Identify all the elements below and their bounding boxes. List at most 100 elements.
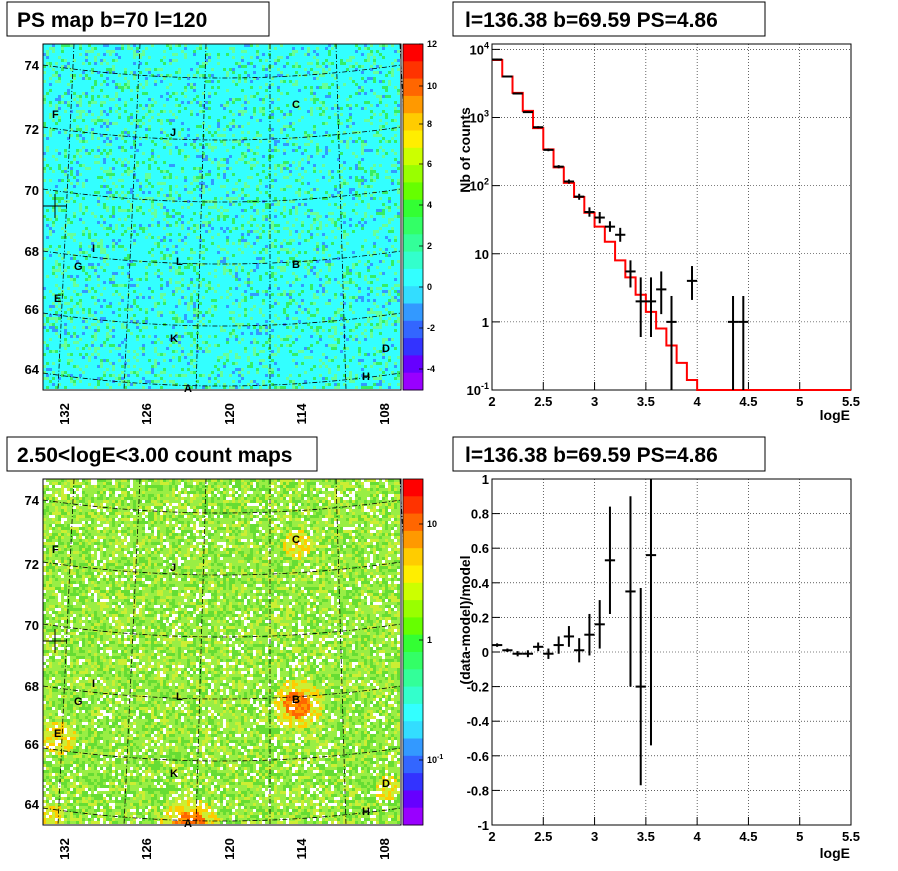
map-pixel <box>46 158 49 161</box>
map-pixel <box>103 77 106 80</box>
map-pixel <box>112 239 115 242</box>
map-pixel <box>130 56 133 59</box>
map-pixel <box>64 335 67 338</box>
map-pixel <box>109 386 112 389</box>
map-pixel <box>118 290 121 293</box>
map-pixel <box>100 125 103 128</box>
map-pixel <box>130 293 133 296</box>
map-pixel <box>100 251 103 254</box>
map-pixel <box>166 281 169 284</box>
map-pixel <box>73 71 76 74</box>
map-pixel <box>94 383 97 386</box>
map-pixel <box>172 110 175 113</box>
map-pixel <box>118 362 121 365</box>
map-pixel <box>106 368 109 371</box>
map-pixel <box>67 194 70 197</box>
map-pixel <box>73 218 76 221</box>
map-pixel <box>124 287 127 290</box>
map-pixel <box>103 131 106 134</box>
map-pixel <box>76 95 79 98</box>
map-pixel <box>133 308 136 311</box>
map-pixel <box>118 197 121 200</box>
map-pixel <box>160 158 163 161</box>
map-pixel <box>64 239 67 242</box>
map-pixel <box>103 224 106 227</box>
map-pixel <box>61 104 64 107</box>
map-pixel <box>154 377 157 380</box>
map-pixel <box>109 215 112 218</box>
map-pixel <box>142 149 145 152</box>
map-pixel <box>148 302 151 305</box>
map-pixel <box>106 329 109 332</box>
map-pixel <box>160 269 163 272</box>
map-pixel <box>130 161 133 164</box>
map-pixel <box>55 338 58 341</box>
map-pixel <box>166 134 169 137</box>
map-pixel <box>61 47 64 50</box>
map-pixel <box>70 272 73 275</box>
map-pixel <box>148 269 151 272</box>
map-pixel <box>136 341 139 344</box>
map-pixel <box>82 224 85 227</box>
map-pixel <box>55 332 58 335</box>
map-pixel <box>100 47 103 50</box>
map-pixel <box>112 101 115 104</box>
map-pixel <box>118 278 121 281</box>
map-pixel <box>52 305 55 308</box>
map-pixel <box>88 317 91 320</box>
map-pixel <box>166 242 169 245</box>
map-pixel <box>82 107 85 110</box>
map-pixel <box>103 170 106 173</box>
map-pixel <box>97 80 100 83</box>
map-pixel <box>121 302 124 305</box>
map-pixel <box>145 182 148 185</box>
map-pixel <box>91 263 94 266</box>
map-pixel <box>82 191 85 194</box>
map-pixel <box>154 251 157 254</box>
map-pixel <box>169 296 172 299</box>
map-pixel <box>130 329 133 332</box>
map-pixel <box>163 161 166 164</box>
map-pixel <box>109 311 112 314</box>
map-pixel <box>154 206 157 209</box>
map-pixel <box>91 269 94 272</box>
map-pixel <box>76 365 79 368</box>
map-pixel <box>112 209 115 212</box>
map-pixel <box>139 95 142 98</box>
map-pixel <box>121 380 124 383</box>
map-pixel <box>64 218 67 221</box>
map-pixel <box>85 383 88 386</box>
map-pixel <box>106 386 109 389</box>
map-pixel <box>88 377 91 380</box>
map-pixel <box>76 380 79 383</box>
map-pixel <box>46 218 49 221</box>
map-pixel <box>67 332 70 335</box>
map-pixel <box>124 308 127 311</box>
map-pixel <box>52 62 55 65</box>
map-pixel <box>139 386 142 389</box>
map-pixel <box>151 383 154 386</box>
map-pixel <box>142 290 145 293</box>
map-pixel <box>100 260 103 263</box>
map-pixel <box>103 368 106 371</box>
map-pixel <box>121 101 124 104</box>
map-pixel <box>61 146 64 149</box>
map-pixel <box>85 92 88 95</box>
map-pixel <box>139 317 142 320</box>
map-pixel <box>151 176 154 179</box>
map-pixel <box>133 272 136 275</box>
map-pixel <box>145 356 148 359</box>
map-pixel <box>79 284 82 287</box>
map-pixel <box>61 215 64 218</box>
map-pixel <box>100 143 103 146</box>
map-pixel <box>100 167 103 170</box>
map-pixel <box>169 59 172 62</box>
map-pixel <box>76 149 79 152</box>
map-pixel <box>109 86 112 89</box>
map-pixel <box>58 368 61 371</box>
map-pixel <box>115 224 118 227</box>
map-pixel <box>100 311 103 314</box>
map-pixel <box>106 185 109 188</box>
map-pixel <box>82 233 85 236</box>
map-pixel <box>79 74 82 77</box>
